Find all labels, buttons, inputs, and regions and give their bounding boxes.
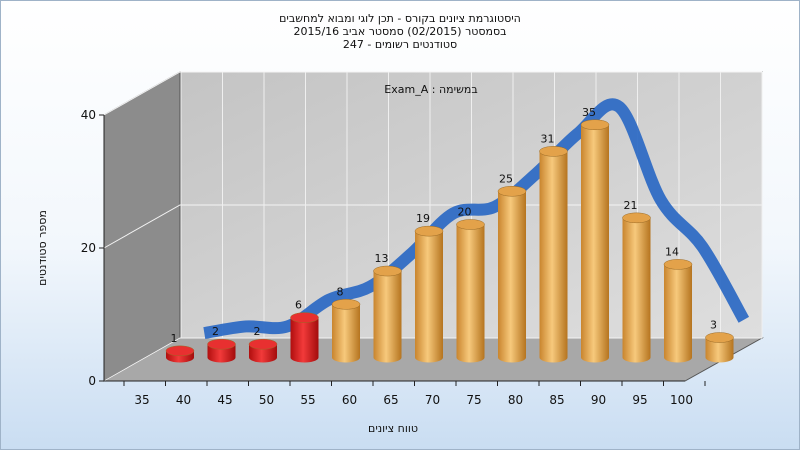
x-tick-label: 100 (670, 393, 693, 407)
bar (207, 338, 236, 363)
bar (373, 265, 402, 363)
bar-top (207, 338, 236, 350)
bar-value-label: 2 (212, 325, 219, 338)
bar-body (332, 304, 360, 363)
bar-value-label: 31 (541, 132, 555, 145)
bar (290, 312, 319, 363)
bar-value-label: 2 (254, 325, 261, 338)
y-tick-label: 20 (81, 241, 96, 255)
y-tick-label: 0 (88, 374, 96, 388)
bar-value-label: 3 (710, 319, 717, 332)
bar-body (498, 191, 526, 363)
bar-body (581, 124, 609, 363)
x-tick-label: 65 (383, 393, 398, 407)
bar-value-label: 6 (295, 299, 302, 312)
x-tick-label: 90 (591, 393, 606, 407)
bar-value-label: 13 (375, 252, 389, 265)
bar-value-label: 21 (624, 199, 638, 212)
bar-top (248, 338, 278, 350)
bar-body (290, 317, 319, 363)
bar-top (705, 332, 734, 343)
bar-top (663, 259, 693, 270)
bar-value-label: 20 (458, 206, 472, 219)
bar-top (539, 146, 568, 157)
bar-top (373, 265, 402, 277)
bar (414, 225, 444, 363)
bar (663, 259, 693, 363)
bar (456, 219, 485, 363)
x-axis-title: טווח ציונים (368, 422, 418, 435)
value-labels: 1 2 2 6 8 13 19 20 25 31 35 21 14 3 (171, 106, 718, 345)
bar-value-label: 35 (582, 106, 596, 119)
bar-value-label: 14 (665, 245, 679, 258)
bar (248, 338, 278, 363)
x-tick-label: 70 (425, 393, 440, 407)
bar (165, 345, 195, 363)
chart-title-line-3: סטודנטים רשומים - 247 (342, 38, 458, 51)
x-tick-label: 75 (466, 393, 481, 407)
bar-body (705, 337, 734, 363)
bar-body (539, 151, 568, 363)
bar-top (456, 219, 485, 230)
bar-value-label: 25 (499, 172, 513, 185)
bar (539, 146, 568, 363)
bars (165, 119, 734, 363)
bar-body (664, 264, 692, 363)
x-tick-label: 45 (217, 393, 232, 407)
bar (705, 332, 734, 363)
bar (331, 299, 361, 363)
bar-top (331, 299, 361, 310)
x-tick-label: 60 (342, 393, 357, 407)
bar-top (497, 186, 527, 197)
bar-top (580, 119, 610, 130)
x-tick-label: 50 (259, 393, 274, 407)
exam-annotation: במשימה : Exam_A (384, 83, 477, 96)
bar-value-label: 19 (416, 212, 430, 225)
x-tick-label: 80 (508, 393, 523, 407)
bar-top (290, 312, 319, 323)
bar (497, 186, 527, 363)
grid-line-y (103, 71, 762, 116)
bar-body (456, 224, 485, 363)
x-tick-label: 40 (176, 393, 191, 407)
grid-line-y (103, 337, 762, 382)
chart-title-line-1: היסטוגרמת ציונים בקורס - תכן לוגי ומבוא … (279, 12, 521, 25)
bar-body (622, 217, 651, 363)
bar-top (414, 225, 444, 237)
axes: 0 20 40 35 40 45 50 55 60 65 70 75 80 85 90 95 100 (81, 108, 706, 407)
x-tick-label: 55 (300, 393, 315, 407)
x-tick-label: 35 (134, 393, 149, 407)
bar-body (373, 271, 402, 363)
grid-line-y (103, 204, 762, 249)
chart-title-line-2: בסמסטר (02/2015) סמסטר אביב 2015/16 (293, 25, 507, 38)
bar-body (415, 231, 443, 363)
bar-top (622, 212, 651, 224)
bar (622, 212, 651, 363)
bar-value-label: 8 (337, 285, 344, 298)
bar (580, 119, 610, 363)
x-tick-label: 95 (632, 393, 647, 407)
bar-value-label: 1 (171, 332, 178, 345)
x-tick-label: 85 (549, 393, 564, 407)
y-axis-title: מספר סטודנטים (36, 210, 49, 286)
bar-top (165, 345, 195, 357)
y-tick-label: 40 (81, 108, 96, 122)
